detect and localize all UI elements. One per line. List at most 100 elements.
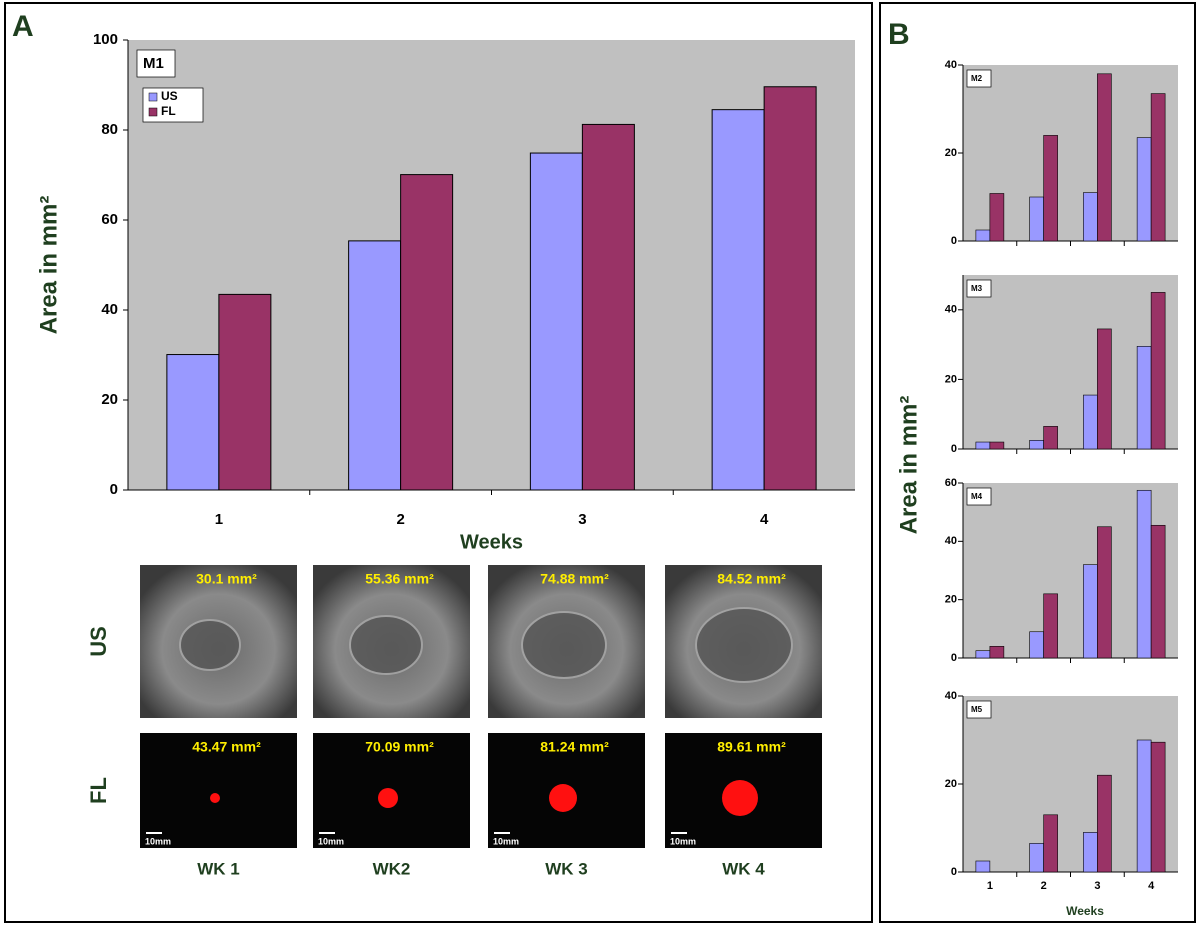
area-label: 70.09 mm² bbox=[365, 739, 434, 755]
bar bbox=[1150, 292, 1166, 450]
x-axis-label: Weeks bbox=[460, 531, 523, 553]
panel-label: B bbox=[888, 18, 910, 51]
column-label: WK2 bbox=[373, 859, 411, 878]
bar bbox=[1097, 328, 1112, 450]
y-tick-label: 0 bbox=[951, 443, 957, 455]
bar bbox=[1083, 394, 1098, 450]
bar bbox=[975, 650, 991, 659]
bar bbox=[975, 441, 991, 450]
chart-label: M5 bbox=[971, 705, 983, 714]
bar bbox=[1029, 631, 1044, 659]
column-label: WK 1 bbox=[197, 859, 240, 878]
y-tick-label: 20 bbox=[101, 391, 118, 408]
bar bbox=[975, 860, 991, 873]
y-tick-label: 20 bbox=[945, 594, 957, 606]
bar bbox=[1150, 524, 1166, 659]
bar bbox=[975, 229, 991, 242]
panel-label: A bbox=[12, 10, 34, 43]
y-tick-label: 0 bbox=[951, 235, 957, 247]
bar bbox=[1150, 93, 1166, 242]
bar bbox=[1083, 832, 1098, 873]
legend-label: US bbox=[161, 89, 178, 103]
chart-label: M1 bbox=[143, 55, 164, 72]
legend-label: FL bbox=[161, 104, 176, 118]
y-axis-label: Area in mm² bbox=[35, 196, 62, 335]
bar bbox=[400, 174, 454, 491]
bar bbox=[529, 152, 583, 491]
bar bbox=[1083, 564, 1098, 659]
bar bbox=[1043, 593, 1058, 659]
fluorescence-image bbox=[140, 733, 297, 848]
area-label: 55.36 mm² bbox=[365, 571, 434, 587]
x-tick-label: 2 bbox=[1041, 880, 1047, 892]
bar bbox=[989, 646, 1005, 659]
x-tick-label: 1 bbox=[987, 880, 993, 892]
area-label: 74.88 mm² bbox=[540, 571, 609, 587]
bar bbox=[348, 240, 402, 491]
bar bbox=[1097, 774, 1112, 873]
column-label: WK 4 bbox=[722, 859, 765, 878]
scale-label: 10mm bbox=[493, 836, 519, 846]
fluorescence-signal bbox=[722, 780, 758, 816]
bar bbox=[1043, 426, 1058, 450]
legend-swatch bbox=[148, 92, 158, 102]
tumor-outline bbox=[695, 607, 793, 683]
bar bbox=[989, 193, 1005, 242]
chart-label-box bbox=[966, 279, 992, 298]
x-tick-label: 3 bbox=[1094, 880, 1100, 892]
area-label: 81.24 mm² bbox=[540, 739, 609, 755]
bar bbox=[218, 293, 272, 491]
x-tick-label: 4 bbox=[760, 511, 769, 528]
bar bbox=[1043, 135, 1058, 242]
chart-label-box bbox=[966, 700, 992, 719]
scale-label: 10mm bbox=[145, 836, 171, 846]
y-tick-label: 0 bbox=[951, 866, 957, 878]
bar bbox=[1136, 137, 1152, 242]
y-tick-label: 60 bbox=[101, 211, 118, 228]
scale-label: 10mm bbox=[318, 836, 344, 846]
x-axis-label: Weeks bbox=[1066, 904, 1104, 918]
bar bbox=[1097, 526, 1112, 659]
fluorescence-signal bbox=[210, 793, 220, 803]
tumor-outline bbox=[179, 619, 241, 671]
y-tick-label: 0 bbox=[110, 481, 118, 498]
chart-label: M4 bbox=[971, 492, 983, 501]
fluorescence-signal bbox=[549, 784, 577, 812]
area-label: 84.52 mm² bbox=[717, 571, 786, 587]
chart-label-box bbox=[966, 487, 992, 506]
x-tick-label: 3 bbox=[578, 511, 586, 528]
chart-label: M3 bbox=[971, 284, 983, 293]
chart-label-box bbox=[966, 69, 992, 88]
bar bbox=[1029, 439, 1044, 450]
legend-swatch bbox=[148, 107, 158, 117]
x-tick-label: 4 bbox=[1148, 880, 1155, 892]
y-tick-label: 40 bbox=[945, 690, 957, 702]
bar bbox=[166, 354, 220, 491]
bar bbox=[1029, 843, 1044, 873]
y-tick-label: 40 bbox=[945, 304, 957, 316]
y-tick-label: 80 bbox=[101, 121, 118, 138]
chart-label-box bbox=[136, 49, 176, 78]
bar bbox=[1043, 814, 1058, 873]
bar bbox=[1097, 73, 1112, 242]
bar bbox=[711, 109, 765, 491]
y-tick-label: 40 bbox=[945, 535, 957, 547]
chart-label: M2 bbox=[971, 74, 983, 83]
panel-b-border bbox=[879, 2, 1196, 923]
tumor-outline bbox=[349, 615, 423, 675]
fluorescence-signal bbox=[378, 788, 398, 808]
y-tick-label: 40 bbox=[101, 301, 118, 318]
x-tick-label: 2 bbox=[396, 511, 404, 528]
bar bbox=[989, 441, 1005, 450]
bar bbox=[1136, 489, 1152, 659]
row-label: US bbox=[86, 626, 111, 657]
area-label: 30.1 mm² bbox=[196, 571, 257, 587]
panel-a-border bbox=[4, 2, 873, 923]
y-tick-label: 100 bbox=[93, 31, 118, 48]
bar bbox=[1136, 739, 1152, 873]
bar bbox=[1029, 196, 1044, 242]
y-tick-label: 40 bbox=[945, 59, 957, 71]
y-tick-label: 20 bbox=[945, 373, 957, 385]
bar bbox=[581, 123, 635, 491]
